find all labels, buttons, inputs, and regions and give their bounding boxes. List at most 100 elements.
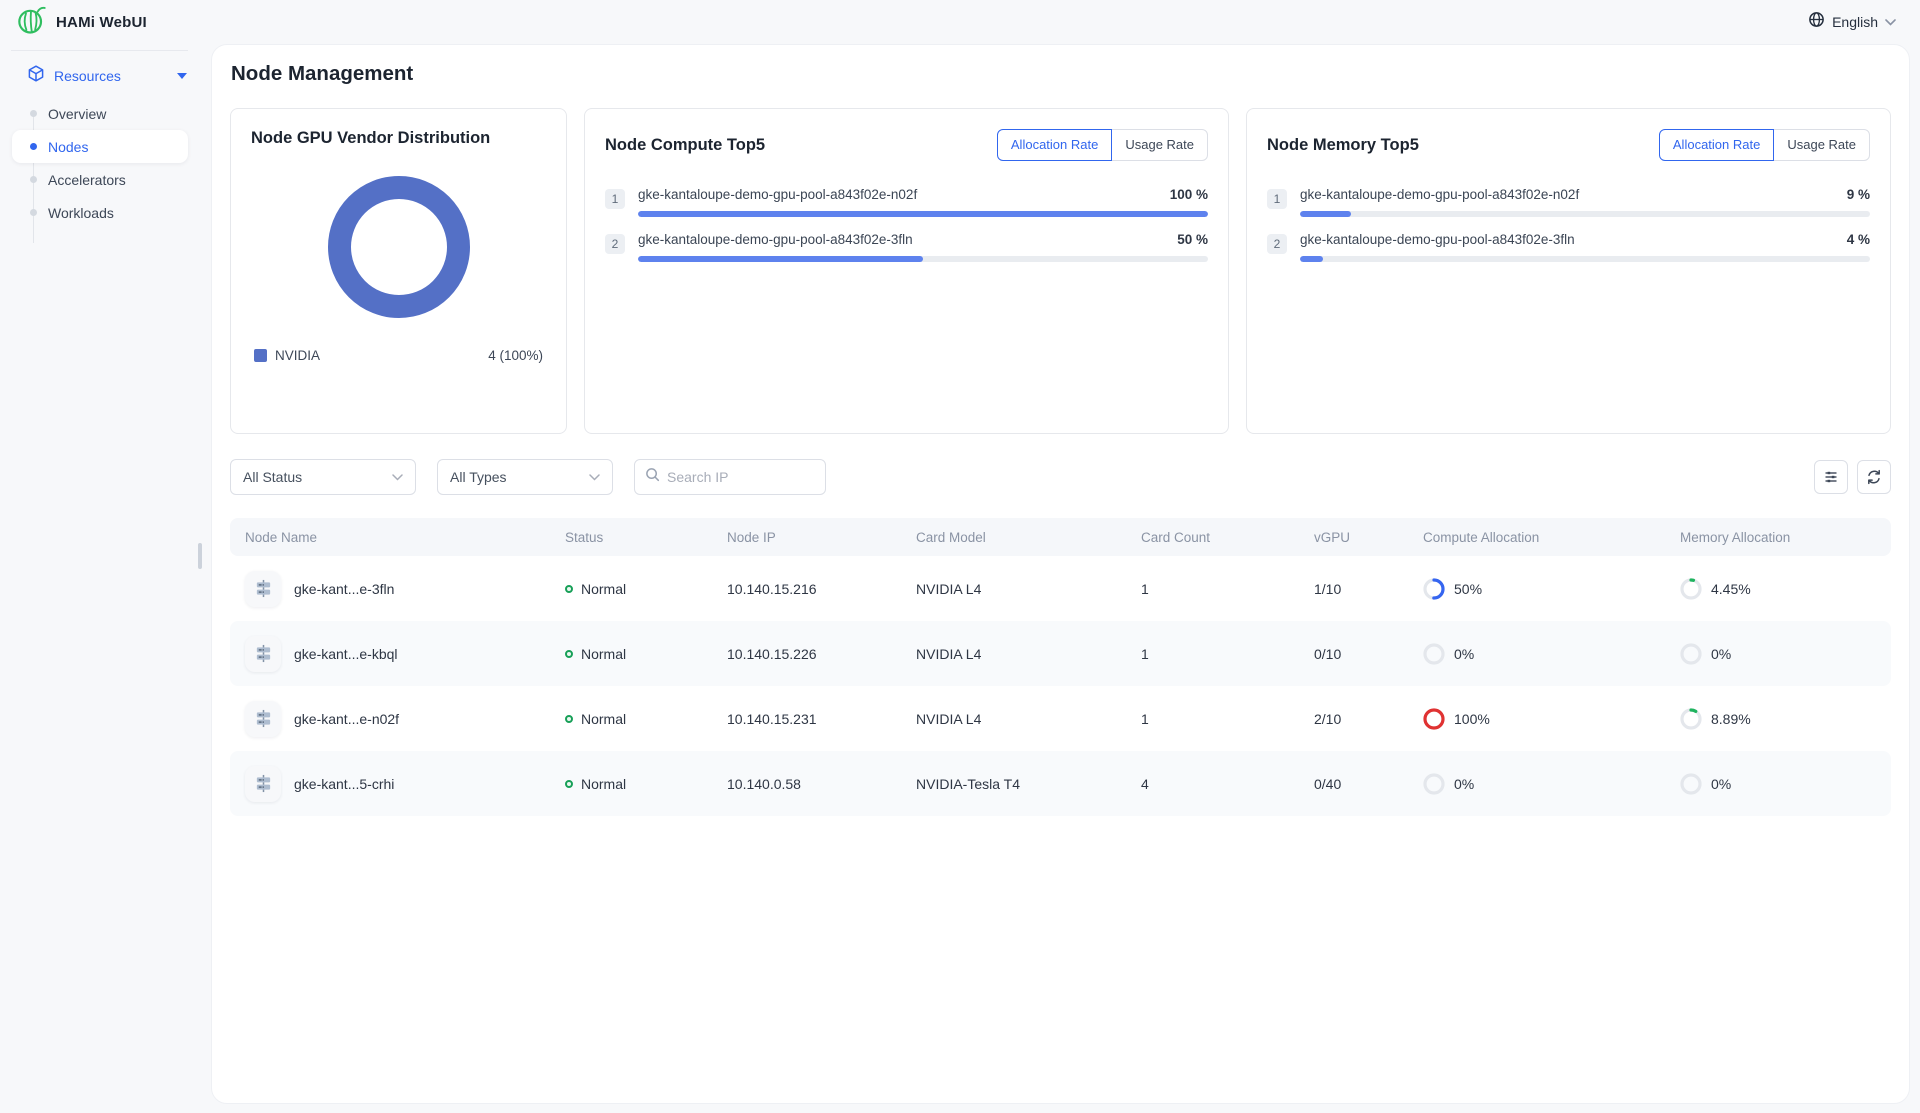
nodes-table: Node Name Status Node IP Card Model Card… — [230, 518, 1891, 816]
memory-allocation-ring — [1680, 642, 1702, 665]
table-body: gke-kant...e-3fln Normal 10.140.15.216 N… — [230, 556, 1891, 816]
status-filter-select[interactable]: All Status — [230, 459, 416, 495]
sidebar-item-accelerators[interactable]: Accelerators — [0, 163, 211, 196]
memory-top5-card: Node Memory Top5 Allocation Rate Usage R… — [1246, 108, 1891, 434]
main-panel: Node Management Node GPU Vendor Distribu… — [211, 44, 1910, 1104]
status-dot-icon — [565, 779, 573, 788]
node-name: gke-kantaloupe-demo-gpu-pool-a843f02e-3f… — [1300, 232, 1575, 247]
node-name[interactable]: gke-kant...e-kbql — [294, 645, 398, 662]
rank-badge: 2 — [605, 234, 625, 254]
usage-rate-tab[interactable]: Usage Rate — [1111, 129, 1208, 161]
percent-value: 9 % — [1846, 187, 1870, 202]
type-filter-value: All Types — [450, 469, 507, 485]
node-ip: 10.140.15.231 — [727, 710, 817, 727]
refresh-icon — [1868, 469, 1880, 485]
compute-allocation-value: 100% — [1454, 710, 1490, 727]
progress-bar — [1300, 211, 1870, 217]
card-count: 1 — [1141, 645, 1149, 662]
card-count: 1 — [1141, 710, 1149, 727]
sidebar-resize-handle[interactable] — [198, 543, 202, 569]
sidebar-section-resources[interactable]: Resources — [0, 59, 211, 93]
col-status: Status — [565, 529, 604, 545]
filter-toolbar: All Status All Types — [230, 459, 1891, 495]
card-model: NVIDIA L4 — [916, 580, 982, 597]
brand: HAMi WebUI — [16, 5, 147, 40]
list-item: 1 gke-kantaloupe-demo-gpu-pool-a843f02e-… — [605, 187, 1208, 217]
donut-legend[interactable]: NVIDIA 4 (100%) — [251, 348, 546, 363]
hami-logo-icon — [16, 5, 46, 40]
sidebar-item-label: Workloads — [48, 204, 114, 221]
sidebar-item-overview[interactable]: Overview — [0, 97, 211, 130]
sidebar-nav: Overview Nodes Accelerators Workloads — [0, 97, 211, 243]
allocation-rate-tab[interactable]: Allocation Rate — [1658, 129, 1775, 161]
card-count: 1 — [1141, 580, 1149, 597]
search-ip-input[interactable] — [667, 469, 815, 485]
table-row[interactable]: gke-kant...5-crhi Normal 10.140.0.58 NVI… — [230, 751, 1891, 816]
memory-allocation-value: 8.89% — [1711, 710, 1751, 727]
chevron-down-icon — [589, 468, 600, 486]
sidebar-item-label: Nodes — [48, 138, 89, 155]
compute-top5-list: 1 gke-kantaloupe-demo-gpu-pool-a843f02e-… — [605, 187, 1208, 262]
node-name[interactable]: gke-kant...e-n02f — [294, 710, 400, 727]
compute-allocation-ring — [1423, 577, 1445, 600]
sidebar-divider — [11, 50, 188, 51]
table-row[interactable]: gke-kant...e-kbql Normal 10.140.15.226 N… — [230, 621, 1891, 686]
caret-down-icon — [177, 73, 187, 79]
node-icon — [245, 570, 281, 607]
list-item: 2 gke-kantaloupe-demo-gpu-pool-a843f02e-… — [1267, 232, 1870, 262]
status-dot-icon — [565, 584, 573, 593]
refresh-button[interactable] — [1857, 460, 1891, 494]
compute-allocation-value: 0% — [1454, 775, 1475, 792]
table-row[interactable]: gke-kant...e-n02f Normal 10.140.15.231 N… — [230, 686, 1891, 751]
node-name: gke-kantaloupe-demo-gpu-pool-a843f02e-n0… — [1300, 187, 1580, 202]
cube-icon — [28, 65, 44, 87]
progress-bar — [638, 211, 1208, 217]
sidebar-item-workloads[interactable]: Workloads — [0, 196, 211, 229]
col-vgpu: vGPU — [1314, 529, 1351, 545]
col-compute-allocation: Compute Allocation — [1423, 529, 1540, 545]
language-selector[interactable]: English — [1808, 11, 1896, 33]
card-title: Node Compute Top5 — [605, 135, 766, 154]
node-name[interactable]: gke-kant...5-crhi — [294, 775, 395, 792]
sidebar-item-nodes[interactable]: Nodes — [0, 130, 211, 163]
legend-label: NVIDIA — [275, 348, 321, 363]
sidebar-section-label: Resources — [54, 68, 121, 84]
summary-cards: Node GPU Vendor Distribution NVIDIA 4 (1… — [230, 108, 1891, 434]
search-icon — [645, 467, 660, 487]
progress-bar — [1300, 256, 1870, 262]
nav-dot-icon — [30, 176, 37, 183]
memory-top5-list: 1 gke-kantaloupe-demo-gpu-pool-a843f02e-… — [1267, 187, 1870, 262]
status-filter-value: All Status — [243, 469, 303, 485]
percent-value: 50 % — [1177, 232, 1208, 247]
rank-badge: 1 — [605, 189, 625, 209]
vendor-donut-chart — [327, 176, 470, 318]
memory-allocation-value: 4.45% — [1711, 580, 1751, 597]
status-badge: Normal — [581, 645, 627, 662]
col-card-count: Card Count — [1141, 529, 1211, 545]
column-settings-icon — [1825, 471, 1837, 483]
column-settings-button[interactable] — [1814, 460, 1848, 494]
memory-allocation-value: 0% — [1711, 645, 1732, 662]
rank-badge: 1 — [1267, 189, 1287, 209]
status-badge: Normal — [581, 710, 627, 727]
vgpu-value: 0/40 — [1314, 775, 1342, 792]
memory-rate-toggle: Allocation Rate Usage Rate — [1658, 129, 1870, 161]
percent-value: 4 % — [1846, 232, 1870, 247]
progress-bar — [638, 256, 1208, 262]
nav-dot-icon — [30, 143, 37, 150]
app-title: HAMi WebUI — [56, 13, 147, 31]
legend-value: 4 (100%) — [488, 348, 543, 363]
col-card-model: Card Model — [916, 529, 986, 545]
allocation-rate-tab[interactable]: Allocation Rate — [996, 129, 1113, 161]
legend-swatch — [254, 349, 267, 362]
vgpu-value: 2/10 — [1314, 710, 1342, 727]
status-dot-icon — [565, 649, 573, 658]
table-row[interactable]: gke-kant...e-3fln Normal 10.140.15.216 N… — [230, 556, 1891, 621]
card-count: 4 — [1141, 775, 1149, 792]
node-name[interactable]: gke-kant...e-3fln — [294, 580, 395, 597]
usage-rate-tab[interactable]: Usage Rate — [1773, 129, 1870, 161]
globe-icon — [1808, 11, 1825, 33]
type-filter-select[interactable]: All Types — [437, 459, 613, 495]
node-icon — [245, 765, 281, 802]
chevron-down-icon — [392, 468, 403, 486]
